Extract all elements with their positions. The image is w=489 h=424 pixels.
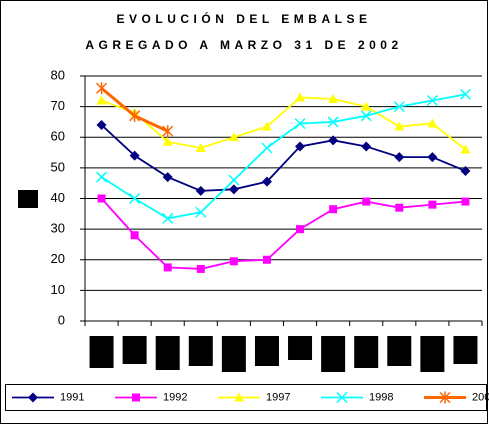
marker xyxy=(262,255,271,264)
marker xyxy=(460,165,471,176)
marker xyxy=(96,171,108,183)
marker xyxy=(96,120,107,130)
redacted-x-label xyxy=(155,336,180,370)
y-tick-label: 70 xyxy=(51,98,65,113)
legend-marker xyxy=(28,392,38,403)
chart-subtitle: AGREGADO A MARZO 31 DE 2002 xyxy=(85,38,402,52)
marker xyxy=(459,88,471,100)
marker xyxy=(360,110,372,122)
marker xyxy=(195,185,206,196)
marker xyxy=(162,125,174,138)
redacted-x-label xyxy=(221,336,246,372)
redacted-x-label xyxy=(254,336,279,366)
marker xyxy=(328,93,339,103)
legend-marker xyxy=(234,392,244,402)
marker xyxy=(261,121,272,131)
marker xyxy=(428,200,437,209)
redacted-axis-label xyxy=(18,190,38,208)
marker xyxy=(162,212,174,224)
redacted-x-label xyxy=(387,336,412,366)
legend-marker xyxy=(132,393,140,402)
redacted-x-label xyxy=(89,336,114,368)
marker xyxy=(228,174,240,186)
marker xyxy=(130,231,139,240)
marker xyxy=(296,225,305,234)
legend-label: 1991 xyxy=(60,391,84,403)
marker xyxy=(196,264,205,273)
redacted-x-label xyxy=(354,336,379,368)
y-tick-label: 50 xyxy=(51,159,65,174)
marker xyxy=(295,141,306,152)
marker xyxy=(426,94,438,107)
line xyxy=(101,93,466,220)
marker xyxy=(96,82,108,95)
legend-label: 1992 xyxy=(163,391,187,403)
marker xyxy=(261,142,273,154)
marker xyxy=(329,205,338,214)
marker xyxy=(361,141,372,152)
marker xyxy=(394,121,405,131)
marker xyxy=(129,192,141,205)
marker xyxy=(427,152,438,163)
redacted-x-label xyxy=(453,336,478,364)
redacted-x-label xyxy=(321,336,346,372)
line xyxy=(100,197,466,270)
y-tick-label: 60 xyxy=(51,129,65,144)
marker xyxy=(97,194,106,203)
marker xyxy=(361,101,372,111)
marker xyxy=(229,257,238,266)
marker xyxy=(328,135,339,146)
marker xyxy=(460,144,471,154)
legend-label: 2002 xyxy=(472,391,489,403)
marker xyxy=(461,197,470,206)
chart-title: EVOLUCIÓN DEL EMBALSE xyxy=(117,11,372,26)
marker xyxy=(162,172,173,183)
y-tick-label: 20 xyxy=(51,251,65,266)
y-tick-label: 0 xyxy=(58,312,65,327)
marker xyxy=(228,184,239,195)
marker xyxy=(195,206,207,218)
marker xyxy=(327,116,339,128)
legend-label: 1997 xyxy=(266,391,290,403)
marker xyxy=(394,152,405,163)
marker xyxy=(427,118,438,128)
marker xyxy=(96,95,107,105)
redacted-x-label xyxy=(288,336,313,360)
y-tick-label: 10 xyxy=(51,282,65,297)
marker xyxy=(261,176,272,187)
marker xyxy=(295,92,306,102)
marker xyxy=(362,197,371,206)
marker xyxy=(395,203,404,212)
marker xyxy=(129,109,141,122)
legend-marker xyxy=(336,391,348,404)
marker xyxy=(163,263,172,272)
y-tick-label: 30 xyxy=(51,221,65,236)
marker xyxy=(393,101,405,113)
marker xyxy=(129,150,140,161)
legend-label: 1998 xyxy=(369,391,393,403)
y-tick-label: 80 xyxy=(51,67,65,82)
marker xyxy=(195,142,206,152)
line xyxy=(100,124,466,192)
y-tick-label: 40 xyxy=(51,190,65,205)
redacted-x-label xyxy=(122,336,147,364)
legend-marker xyxy=(439,391,451,404)
marker xyxy=(294,117,306,129)
redacted-x-label xyxy=(420,336,445,372)
marker xyxy=(228,132,239,142)
line xyxy=(101,96,467,151)
redacted-x-label xyxy=(188,336,213,366)
marker xyxy=(162,136,173,146)
